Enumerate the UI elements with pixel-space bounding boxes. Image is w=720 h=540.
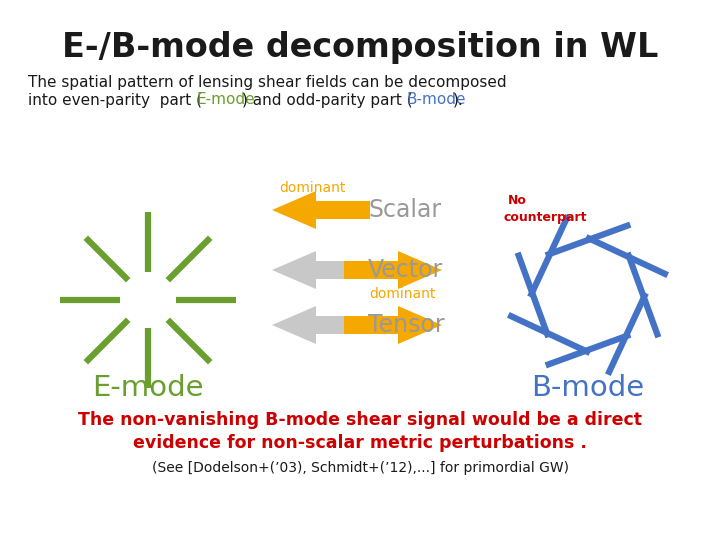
- Bar: [344, 261, 362, 279]
- Polygon shape: [362, 251, 442, 289]
- Text: B-mode: B-mode: [406, 92, 466, 107]
- Bar: [352, 261, 370, 279]
- Text: E-mode: E-mode: [196, 92, 255, 107]
- Text: No: No: [508, 194, 527, 207]
- Text: dominant: dominant: [369, 287, 435, 301]
- Text: The non-vanishing B-mode shear signal would be a direct: The non-vanishing B-mode shear signal wo…: [78, 411, 642, 429]
- Bar: [352, 316, 370, 334]
- Text: Scalar: Scalar: [368, 198, 441, 222]
- Text: Vector: Vector: [368, 258, 444, 282]
- Polygon shape: [362, 306, 442, 344]
- Text: evidence for non-scalar metric perturbations .: evidence for non-scalar metric perturbat…: [133, 434, 587, 452]
- Text: ).: ).: [453, 92, 464, 107]
- Bar: [352, 201, 370, 219]
- Text: counterpart: counterpart: [504, 212, 588, 225]
- Text: into even-parity  part (: into even-parity part (: [28, 92, 202, 107]
- Text: B-mode: B-mode: [531, 374, 644, 402]
- Text: ) and odd-parity part (: ) and odd-parity part (: [242, 92, 413, 107]
- Text: dominant: dominant: [279, 181, 345, 195]
- Text: The spatial pattern of lensing shear fields can be decomposed: The spatial pattern of lensing shear fie…: [28, 75, 507, 90]
- Polygon shape: [272, 191, 352, 229]
- Text: Tensor: Tensor: [368, 313, 445, 337]
- Text: (See [Dodelson+(’03), Schmidt+(’12),...] for primordial GW): (See [Dodelson+(’03), Schmidt+(’12),...]…: [151, 461, 569, 475]
- Text: E-/B-mode decomposition in WL: E-/B-mode decomposition in WL: [62, 31, 658, 64]
- Bar: [344, 316, 362, 334]
- Text: E-mode: E-mode: [92, 374, 204, 402]
- Polygon shape: [272, 251, 352, 289]
- Polygon shape: [272, 306, 352, 344]
